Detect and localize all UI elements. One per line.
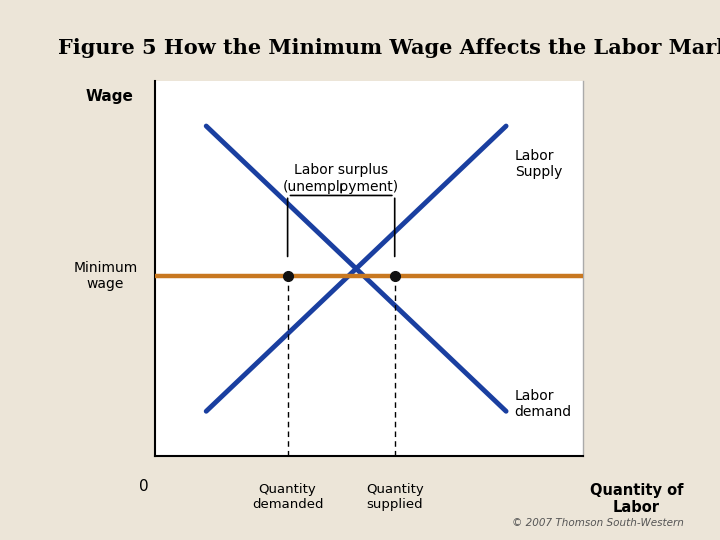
Text: Labor surplus
(unemployment): Labor surplus (unemployment): [283, 164, 399, 193]
Text: Figure 5 How the Minimum Wage Affects the Labor Market: Figure 5 How the Minimum Wage Affects th…: [58, 38, 720, 58]
Text: Labor
Supply: Labor Supply: [515, 148, 562, 179]
Text: © 2007 Thomson South-Western: © 2007 Thomson South-Western: [512, 518, 684, 528]
Text: Quantity of
Labor: Quantity of Labor: [590, 483, 683, 515]
Text: Wage: Wage: [86, 89, 133, 104]
Text: Minimum
wage: Minimum wage: [73, 261, 138, 291]
Text: Quantity
supplied: Quantity supplied: [366, 483, 423, 511]
Text: Labor
demand: Labor demand: [515, 389, 572, 419]
Text: Quantity
demanded: Quantity demanded: [252, 483, 323, 511]
Text: 0: 0: [139, 479, 149, 494]
